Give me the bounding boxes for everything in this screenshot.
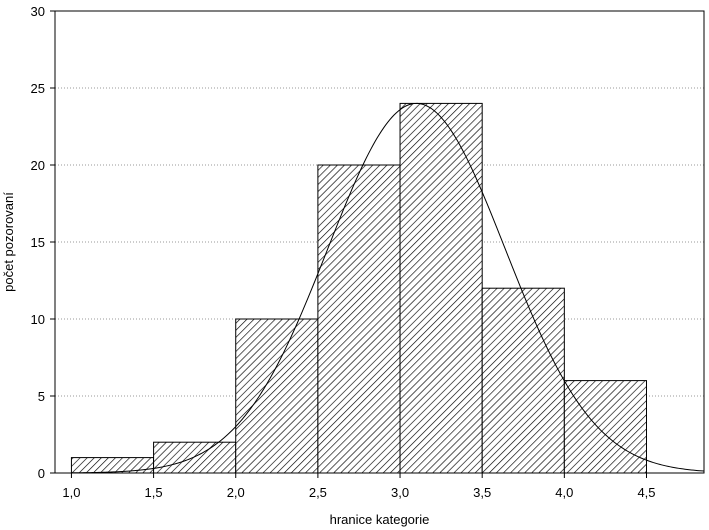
bars (70, 102, 647, 474)
y-axis-ticks: 0 5 10 15 20 25 30 (31, 4, 55, 481)
y-tick-label: 20 (31, 158, 45, 173)
x-tick-label: 3,5 (473, 485, 491, 500)
histogram-bar (399, 102, 483, 474)
x-tick-label: 1,0 (62, 485, 80, 500)
x-tick-label: 2,0 (227, 485, 245, 500)
normal-fit-curve (71, 102, 705, 474)
x-tick-label: 1,5 (145, 485, 163, 500)
histogram-bar (70, 457, 155, 474)
y-tick-label: 5 (38, 389, 45, 404)
x-tick-label: 2,5 (309, 485, 327, 500)
y-tick-label: 0 (38, 466, 45, 481)
y-tick-label: 10 (31, 312, 45, 327)
histogram-bar (563, 380, 647, 474)
y-tick-label: 30 (31, 4, 45, 19)
histogram-bar (481, 287, 565, 474)
normal-curve-line (71, 102, 705, 474)
y-tick-label: 25 (31, 81, 45, 96)
histogram-bar (317, 164, 401, 474)
y-axis-title: počet pozorovaní (1, 192, 16, 292)
y-tick-label: 15 (31, 235, 45, 250)
x-tick-label: 4,0 (555, 485, 573, 500)
histogram-bar (235, 318, 319, 474)
x-axis-ticks: 1,0 1,5 2,0 2,5 3,0 3,5 4,0 4,5 (62, 473, 656, 500)
x-tick-label: 3,0 (391, 485, 409, 500)
x-axis-title: hranice kategorie (330, 512, 430, 527)
histogram-bar (153, 441, 237, 474)
x-tick-label: 4,5 (637, 485, 655, 500)
